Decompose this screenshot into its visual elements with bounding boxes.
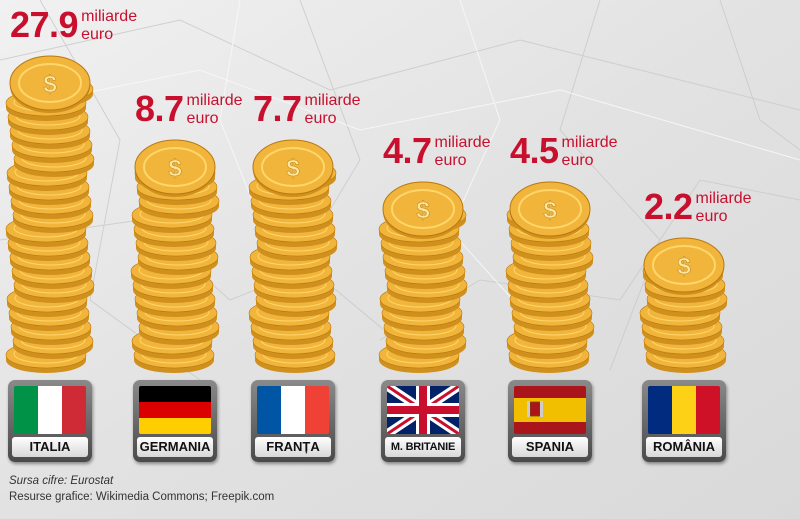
x-tick-label: SPANIA [512, 437, 588, 457]
data-label: 4.5 miliarde euro [510, 133, 618, 170]
x-tick-label: GERMANIA [137, 437, 213, 457]
data-label: 7.7 miliarde euro [253, 91, 361, 128]
coin-stacks: $ $ $ $ $ $ [5, 55, 728, 373]
source-note: Sursa cifre: Eurostat [9, 475, 114, 487]
data-label-unit: miliarde euro [81, 8, 138, 43]
data-label-value: 8.7 [135, 88, 184, 129]
data-label-value: 7.7 [253, 88, 302, 129]
spain-flag-icon [514, 386, 586, 434]
coin-stack-bar: $ [248, 139, 338, 373]
data-label-unit: miliarde euro [434, 134, 491, 169]
country-tile: GERMANIA [133, 380, 217, 462]
x-tick-label: M. BRITANIE [385, 437, 461, 457]
dollar-icon: $ [416, 197, 430, 224]
data-label-unit: miliarde euro [304, 92, 361, 127]
data-label-value: 2.2 [644, 186, 693, 227]
x-tick-label: ITALIA [12, 437, 88, 457]
dollar-icon: $ [168, 155, 182, 182]
coin-stack-bar: $ [130, 139, 220, 373]
data-label: 27.9 miliarde euro [10, 7, 137, 44]
coin-stack-bar: $ [505, 181, 595, 373]
x-tick-label: FRANȚA [255, 437, 331, 457]
data-label: 4.7 miliarde euro [383, 133, 491, 170]
dollar-icon: $ [677, 253, 691, 280]
coin-stack-bar: $ [639, 237, 728, 373]
data-label: 2.2 miliarde euro [644, 189, 752, 226]
country-tile: SPANIA [508, 380, 592, 462]
data-label-unit: miliarde euro [186, 92, 243, 127]
dollar-icon: $ [286, 155, 300, 182]
romania-flag-icon [648, 386, 720, 434]
france-flag-icon [257, 386, 329, 434]
data-label-value: 27.9 [10, 4, 79, 45]
x-tick-label: ROMÂNIA [646, 437, 722, 457]
data-label-unit: miliarde euro [561, 134, 618, 169]
country-tile: M. BRITANIE [381, 380, 465, 462]
data-label-value: 4.5 [510, 130, 559, 171]
coin-stack-bar: $ [5, 55, 95, 373]
country-tile: ITALIA [8, 380, 92, 462]
country-tile: ROMÂNIA [642, 380, 726, 462]
dollar-icon: $ [543, 197, 557, 224]
italy-flag-icon [14, 386, 86, 434]
credits-note: Resurse grafice: Wikimedia Commons; Free… [9, 491, 275, 503]
country-tile: FRANȚA [251, 380, 335, 462]
uk-flag-icon [387, 386, 459, 434]
germany-flag-icon [139, 386, 211, 434]
data-label: 8.7 miliarde euro [135, 91, 243, 128]
data-label-value: 4.7 [383, 130, 432, 171]
coin-stack-bar: $ [378, 181, 468, 373]
dollar-icon: $ [43, 71, 57, 98]
data-label-unit: miliarde euro [695, 190, 752, 225]
